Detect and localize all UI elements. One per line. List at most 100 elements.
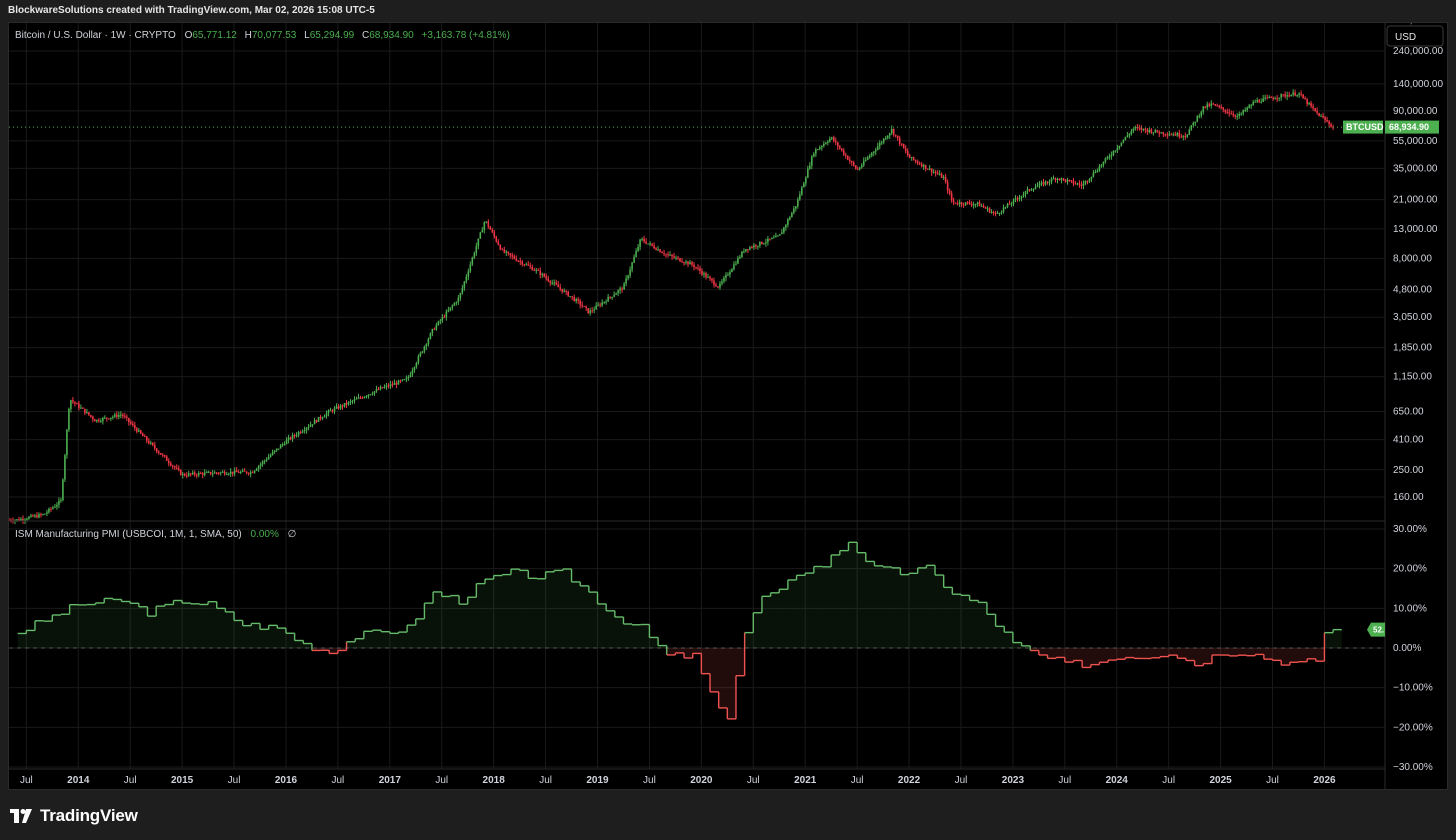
pmi-fill — [337, 648, 347, 651]
candle-body — [974, 204, 977, 206]
candle-body — [257, 466, 260, 469]
candle-body — [1090, 176, 1093, 180]
candle-body — [823, 143, 825, 147]
candle-body — [1128, 133, 1131, 136]
candle-body — [573, 297, 575, 301]
indicator-legend[interactable]: ISM Manufacturing PMI (USBCOI, 1M, 1, SM… — [15, 529, 296, 540]
candle-body — [1030, 189, 1033, 191]
candle-body — [185, 475, 188, 477]
candle-body — [944, 177, 947, 183]
candle-body — [976, 202, 979, 205]
candle-body — [1068, 180, 1071, 182]
indicator-tick-label: 0.00% — [1393, 643, 1421, 654]
candle-body — [988, 208, 991, 213]
candle-body — [838, 146, 841, 149]
candle-body — [1070, 180, 1073, 182]
candle-body — [595, 305, 597, 310]
candle-body — [58, 500, 60, 505]
pmi-fill — [294, 640, 304, 648]
candle-body — [1196, 116, 1199, 122]
pmi-fill — [355, 638, 364, 648]
candle-body — [1164, 134, 1167, 136]
candle-body — [1160, 132, 1163, 134]
legend-close: 68,934.90 — [369, 30, 414, 41]
indicator-value: 0.00% — [251, 529, 279, 540]
candle-body — [293, 435, 296, 437]
candle-body — [787, 219, 789, 225]
candle-body — [1046, 181, 1049, 183]
candle-body — [413, 367, 416, 371]
candle-body — [705, 273, 707, 278]
chart-svg[interactable]: 400,000.00 240,000.00 140,000.00 90,000.00 5… — [8, 15, 1447, 789]
candle-body — [1274, 98, 1276, 100]
candle-body — [926, 168, 929, 170]
pmi-fill — [173, 600, 183, 648]
pmi-fill — [1160, 648, 1169, 657]
chart-container[interactable]: 400,000.00 240,000.00 140,000.00 90,000.00 5… — [8, 15, 1448, 790]
pmi-fill — [60, 614, 70, 648]
candle-body — [421, 351, 424, 353]
time-axis[interactable]: Jul 2014 Jul 2015 Jul 2016 Jul 2017 Jul 2018 Jul 20… — [20, 775, 1336, 786]
candle-body — [829, 138, 831, 142]
price-tick-label: 1,850.00 — [1393, 343, 1432, 354]
pmi-fill — [588, 592, 598, 648]
candle-body — [683, 262, 685, 264]
candle-body — [962, 204, 965, 206]
candle-body — [151, 442, 154, 446]
candle-body — [70, 400, 72, 409]
time-tick-label: 2025 — [1209, 775, 1232, 786]
candle-body — [46, 512, 48, 514]
candle-body — [759, 241, 761, 246]
candle-body — [343, 403, 346, 407]
candle-body — [639, 239, 641, 247]
pmi-fill — [17, 633, 27, 648]
pmi-fill — [1073, 648, 1083, 661]
pmi-fill — [865, 561, 875, 648]
candle-body — [313, 420, 316, 425]
main-legend[interactable]: Bitcoin / U.S. Dollar · 1W · CRYPTO O65,… — [15, 30, 510, 41]
candle-body — [827, 141, 829, 143]
candle-body — [767, 238, 769, 243]
candle-body — [1010, 203, 1013, 205]
candle-body — [1162, 132, 1165, 135]
candle-body — [1286, 95, 1288, 97]
candle-body — [495, 236, 498, 242]
candle-body — [1116, 147, 1119, 151]
candle-body — [315, 420, 318, 422]
candle-body — [1244, 110, 1247, 112]
candle-body — [321, 417, 324, 419]
candle-body — [1058, 178, 1061, 181]
candle-body — [872, 151, 875, 154]
candle-body — [1008, 203, 1011, 205]
candle-body — [195, 474, 198, 476]
candle-body — [217, 472, 220, 474]
legend-high-label: H — [245, 30, 252, 41]
candle-body — [996, 212, 999, 214]
candle-body — [36, 515, 38, 518]
pmi-fill — [1056, 648, 1065, 658]
candle-body — [271, 452, 274, 455]
pmi-fill — [156, 606, 165, 648]
time-tick-label: 2020 — [690, 775, 713, 786]
candle-body — [805, 177, 807, 184]
indicator-axis[interactable]: 30.00% 20.00% 10.00% 0.00% −10.00% −20.00% −30… — [1393, 524, 1433, 773]
pmi-fill — [1255, 648, 1264, 655]
candle-body — [465, 276, 468, 282]
tradingview-logo[interactable]: TradingView — [10, 805, 138, 827]
candle-body — [916, 161, 919, 164]
candle-body — [958, 202, 961, 205]
candle-body — [992, 211, 995, 213]
pmi-fill — [796, 575, 806, 648]
pmi-fill — [1125, 648, 1135, 658]
candle-body — [579, 300, 581, 305]
candle-body — [1312, 106, 1314, 109]
pmi-fill — [407, 625, 416, 648]
candle-body — [811, 156, 813, 166]
candle-body — [661, 252, 663, 254]
candle-body — [100, 421, 102, 423]
candle-body — [846, 155, 849, 160]
candle-body — [729, 272, 731, 275]
pmi-fill — [779, 589, 788, 648]
pmi-fill — [571, 581, 581, 648]
currency-button[interactable]: USD — [1386, 25, 1444, 47]
